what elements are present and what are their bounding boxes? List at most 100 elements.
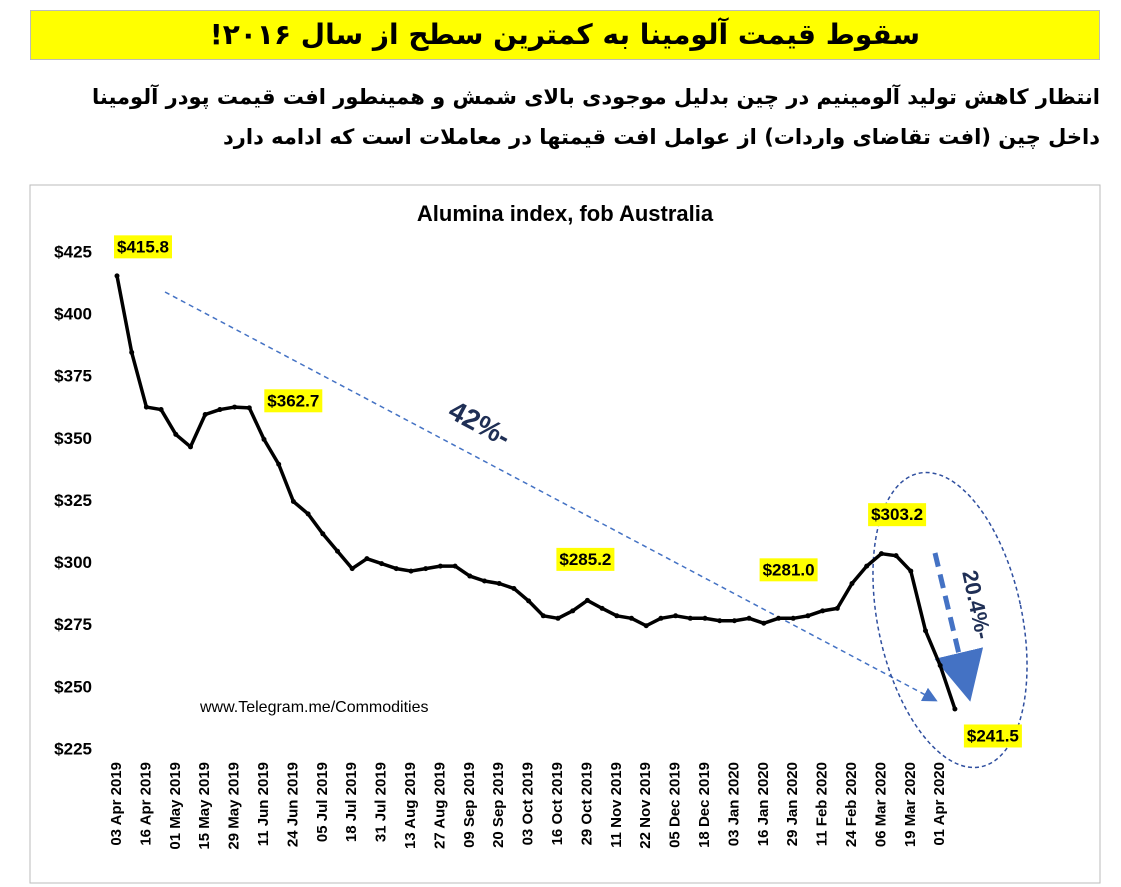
point bbox=[379, 561, 385, 567]
x-tick-label: 22 Nov 2019 bbox=[637, 762, 654, 849]
point bbox=[687, 615, 693, 621]
chart-frame bbox=[29, 184, 1101, 884]
point bbox=[202, 412, 208, 418]
point bbox=[364, 556, 370, 562]
point bbox=[496, 581, 502, 587]
point bbox=[467, 573, 473, 579]
point bbox=[482, 578, 487, 584]
point bbox=[246, 405, 252, 411]
y-tick-label: $275 bbox=[54, 615, 92, 634]
point bbox=[511, 585, 517, 591]
x-tick-label: 27 Aug 2019 bbox=[431, 762, 448, 849]
point bbox=[173, 431, 179, 437]
x-tick-label: 05 Dec 2019 bbox=[667, 762, 684, 848]
annotation: www.Telegram.me/Commodities bbox=[199, 699, 429, 716]
point bbox=[570, 608, 576, 614]
point bbox=[217, 407, 223, 413]
value-label: $281.0 bbox=[759, 558, 818, 582]
point bbox=[320, 531, 326, 537]
point bbox=[834, 605, 840, 611]
x-tick-label: 16 Oct 2019 bbox=[549, 762, 566, 845]
y-tick-label: $400 bbox=[54, 305, 92, 324]
x-tick-label: 11 Feb 2020 bbox=[814, 762, 831, 846]
highlight-ellipse bbox=[872, 471, 1028, 769]
x-tick-label: 09 Sep 2019 bbox=[461, 762, 478, 848]
point bbox=[937, 663, 943, 669]
point bbox=[923, 628, 928, 634]
point bbox=[188, 444, 193, 450]
point bbox=[893, 553, 899, 559]
point bbox=[393, 566, 399, 572]
point bbox=[717, 618, 723, 624]
x-tick-label: 29 Oct 2019 bbox=[578, 762, 595, 845]
y-tick-label: $425 bbox=[54, 242, 92, 261]
y-tick-label: $250 bbox=[54, 677, 92, 696]
value-label: $303.2 bbox=[868, 503, 927, 527]
x-tick-label: 03 Jan 2020 bbox=[725, 762, 742, 846]
value-label-box bbox=[868, 503, 927, 527]
point bbox=[276, 461, 282, 467]
point bbox=[408, 568, 414, 574]
point bbox=[776, 615, 781, 621]
x-tick-label: 01 Apr 2020 bbox=[931, 762, 948, 846]
value-label-box bbox=[264, 389, 323, 413]
point bbox=[849, 581, 855, 587]
point bbox=[864, 563, 870, 569]
point bbox=[423, 566, 429, 572]
value-label: $241.5 bbox=[963, 724, 1022, 748]
point bbox=[702, 615, 708, 621]
x-tick-label: 11 Jun 2019 bbox=[255, 762, 272, 846]
value-label-text: $285.2 bbox=[559, 550, 611, 569]
point bbox=[143, 404, 149, 410]
value-label-box bbox=[759, 558, 818, 582]
x-tick-label: 20 Sep 2019 bbox=[490, 762, 507, 848]
x-tick-label: 06 Mar 2020 bbox=[872, 762, 889, 847]
point bbox=[820, 608, 826, 614]
line bbox=[115, 275, 957, 710]
point bbox=[437, 563, 443, 569]
point bbox=[349, 566, 355, 572]
drop-arrow bbox=[932, 552, 984, 702]
x-tick-label: 24 Jun 2019 bbox=[284, 762, 301, 847]
point bbox=[673, 613, 679, 619]
x-tick-label: 24 Feb 2020 bbox=[843, 762, 860, 847]
value-label: $285.2 bbox=[556, 547, 615, 571]
value-label-text: $241.5 bbox=[967, 726, 1019, 745]
x-tick-label: 03 Oct 2019 bbox=[520, 762, 537, 845]
x-tick-label: 29 May 2019 bbox=[226, 762, 243, 850]
point bbox=[540, 613, 546, 619]
value-label: $415.8 bbox=[114, 235, 172, 259]
value-label-text: $362.7 bbox=[267, 391, 319, 410]
point bbox=[629, 615, 634, 621]
banner-title: سقوط قیمت آلومینا به کمترین سطح از سال ۲… bbox=[30, 10, 1100, 60]
point bbox=[305, 511, 311, 517]
y-tick-label: $325 bbox=[54, 491, 92, 510]
x-tick-label: 29 Jan 2020 bbox=[784, 762, 801, 846]
point bbox=[584, 597, 590, 603]
x-tick-label: 05 Jul 2019 bbox=[314, 762, 331, 842]
point bbox=[805, 613, 811, 619]
point bbox=[908, 568, 914, 574]
point bbox=[555, 615, 561, 621]
value-label-box bbox=[963, 724, 1022, 748]
point bbox=[526, 598, 532, 604]
value-label-text: $415.8 bbox=[117, 237, 169, 256]
x-tick-label: 16 Jan 2020 bbox=[755, 762, 772, 846]
chart-title: Alumina index, fob Australia bbox=[417, 201, 714, 226]
value-label-box bbox=[556, 547, 615, 571]
x-tick-label: 15 May 2019 bbox=[196, 762, 213, 850]
point bbox=[599, 605, 605, 611]
x-tick-label: 31 Jul 2019 bbox=[373, 762, 390, 842]
x-tick-label: 13 Aug 2019 bbox=[402, 762, 419, 849]
point bbox=[158, 407, 164, 413]
point bbox=[114, 273, 120, 279]
subtitle-line: انتظار کاهش تولید آلومینیم در چین بدلیل … bbox=[92, 85, 1100, 109]
point bbox=[658, 615, 664, 621]
x-tick-label: 01 May 2019 bbox=[167, 762, 184, 850]
point bbox=[452, 563, 458, 569]
x-tick-label: 11 Nov 2019 bbox=[608, 762, 625, 848]
point bbox=[878, 551, 884, 557]
x-tick-label: 16 Apr 2019 bbox=[137, 762, 154, 846]
